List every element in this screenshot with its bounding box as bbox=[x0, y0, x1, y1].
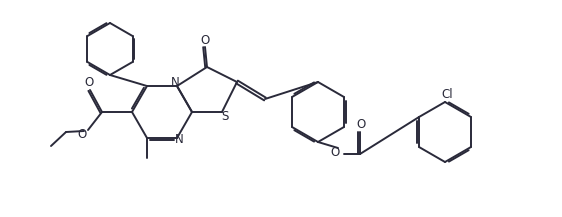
Text: O: O bbox=[356, 118, 366, 132]
Text: O: O bbox=[330, 146, 339, 159]
Text: N: N bbox=[171, 76, 179, 89]
Text: O: O bbox=[84, 77, 94, 89]
Text: N: N bbox=[175, 133, 183, 146]
Text: Cl: Cl bbox=[441, 87, 453, 100]
Text: S: S bbox=[221, 110, 229, 123]
Text: O: O bbox=[78, 128, 87, 140]
Text: O: O bbox=[201, 35, 210, 48]
